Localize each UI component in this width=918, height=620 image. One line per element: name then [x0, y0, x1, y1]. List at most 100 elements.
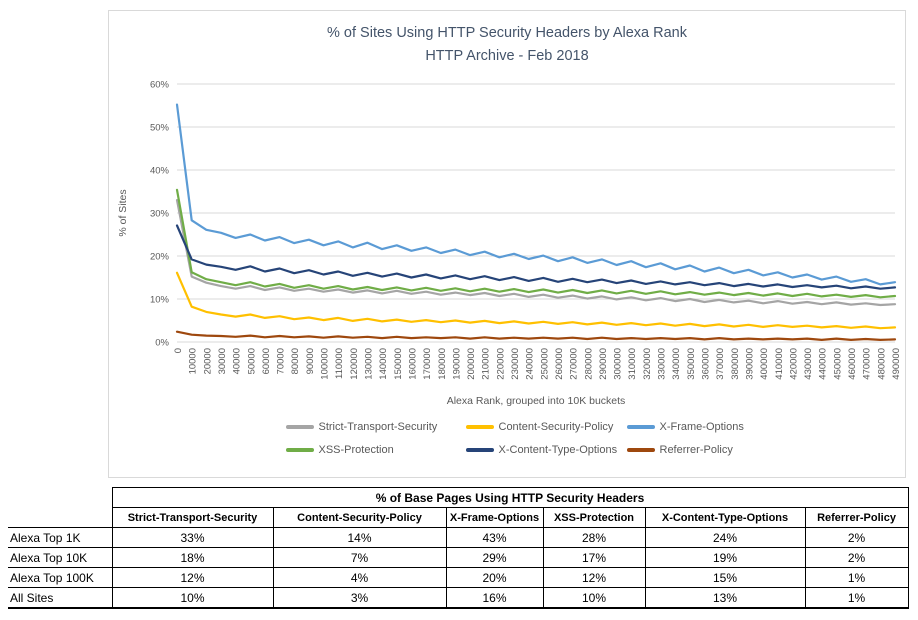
- table-cell: 28%: [542, 527, 646, 548]
- table-cell: 12%: [542, 567, 646, 588]
- x-tick-label: 280000: [583, 348, 594, 380]
- x-tick-label: 250000: [539, 348, 550, 380]
- x-tick-label: 480000: [876, 348, 887, 380]
- table-cell: 20%: [445, 567, 544, 588]
- legend-label: X-Content-Type-Options: [498, 443, 618, 456]
- column-header-1: Strict-Transport-Security: [111, 507, 274, 528]
- chart-title: % of Sites Using HTTP Security Headers b…: [109, 22, 905, 68]
- row-label: Alexa Top 1K: [8, 527, 113, 548]
- row-label: All Sites: [8, 587, 113, 609]
- legend-label: Referrer-Policy: [659, 443, 733, 456]
- table-cell: 24%: [644, 527, 806, 548]
- table-title: % of Base Pages Using HTTP Security Head…: [111, 487, 909, 508]
- row-label: Alexa Top 10K: [8, 547, 113, 568]
- legend-item-x-content-type-options: X-Content-Type-Options: [465, 443, 627, 456]
- plot-area: 0% 10% 20% 30% 40% 50% 60% 0 10000 20000 30000 4000…: [117, 80, 902, 408]
- table-cell: 12%: [111, 567, 274, 588]
- table-cell: 16%: [445, 587, 544, 609]
- y-tick-label: 20%: [150, 252, 170, 263]
- legend-item-referrer-policy: Referrer-Policy: [626, 443, 765, 456]
- legend: Strict-Transport-Security Content-Securit…: [109, 415, 905, 461]
- table-cell: 10%: [542, 587, 646, 609]
- table-cell: 17%: [542, 547, 646, 568]
- x-tick-label: 100000: [320, 348, 331, 380]
- x-tick-label: 240000: [525, 348, 536, 380]
- table-cell: 1%: [804, 587, 909, 609]
- legend-item-content-security-policy: Content-Security-Policy: [465, 420, 627, 433]
- x-tick-label: 230000: [510, 348, 521, 380]
- x-tick-label: 20000: [202, 348, 213, 374]
- x-tick-label: 410000: [774, 348, 785, 380]
- x-tick-label: 200000: [466, 348, 477, 380]
- series-line-xss-protection: [175, 188, 897, 299]
- x-tick-label: 270000: [569, 348, 580, 380]
- series-line-content-security-policy: [175, 271, 897, 330]
- table-cell: 2%: [804, 547, 909, 568]
- table-cell: 14%: [272, 527, 447, 548]
- table-title-row: % of Base Pages Using HTTP Security Head…: [8, 487, 909, 508]
- x-tick-label: 170000: [422, 348, 433, 380]
- x-tick-label: 380000: [730, 348, 741, 380]
- table-cell: 10%: [111, 587, 274, 609]
- y-tick-label: 30%: [150, 209, 170, 220]
- table-corner: [8, 488, 112, 508]
- x-tick-label: 110000: [334, 348, 345, 379]
- x-tick-label: 40000: [232, 348, 243, 374]
- row-label: Alexa Top 100K: [8, 567, 113, 588]
- x-tick-label: 430000: [803, 348, 814, 380]
- x-tick-label: 150000: [393, 348, 404, 380]
- table-cell: 3%: [272, 587, 447, 609]
- x-tick-label: 60000: [261, 348, 272, 374]
- y-tick-label: 10%: [150, 295, 170, 306]
- legend-line-swatch: [285, 424, 314, 429]
- table-corner-2: [8, 508, 112, 528]
- x-tick-label: 330000: [657, 348, 668, 380]
- table-cell: 33%: [111, 527, 274, 548]
- x-tick-label: 300000: [613, 348, 624, 380]
- column-header-6: Referrer-Policy: [804, 507, 909, 528]
- legend-label: Content-Security-Policy: [498, 420, 614, 433]
- legend-line-swatch: [626, 424, 655, 429]
- series-line-x-frame-options: [175, 103, 897, 286]
- x-tick-label: 160000: [407, 348, 418, 380]
- legend-label: X-Frame-Options: [659, 420, 744, 433]
- x-tick-label: 420000: [788, 348, 799, 380]
- y-tick-label: 0%: [155, 338, 169, 349]
- series-line-strict-transport-security: [175, 199, 897, 307]
- table-row: All Sites 10% 3% 16% 10% 13% 1%: [8, 587, 909, 609]
- x-tick-label: 260000: [554, 348, 565, 380]
- column-header-4: XSS-Protection: [542, 507, 646, 528]
- x-tick-label: 190000: [451, 348, 462, 380]
- y-tick-label: 50%: [150, 123, 170, 134]
- x-tick-label: 360000: [701, 348, 712, 380]
- table-cell: 18%: [111, 547, 274, 568]
- x-tick-label: 80000: [290, 348, 301, 374]
- x-tick-label: 470000: [862, 348, 873, 380]
- x-tick-label: 310000: [627, 348, 638, 380]
- legend-line-swatch: [465, 424, 494, 429]
- x-tick-label: 130000: [363, 348, 374, 380]
- x-tick-label: 440000: [818, 348, 829, 380]
- x-tick-label: 460000: [847, 348, 858, 380]
- series-line-referrer-policy: [175, 330, 897, 341]
- x-tick-label: 370000: [715, 348, 726, 380]
- x-tick-label: 0: [173, 348, 184, 353]
- x-tick-label: 180000: [437, 348, 448, 380]
- x-tick-label: 30000: [217, 348, 228, 374]
- column-header-5: X-Content-Type-Options: [644, 507, 806, 528]
- x-tick-label: 490000: [891, 348, 902, 380]
- table-cell: 15%: [644, 567, 806, 588]
- x-tick-label: 290000: [598, 348, 609, 380]
- x-tick-label: 120000: [349, 348, 360, 380]
- x-tick-label: 90000: [305, 348, 316, 374]
- table-cell: 19%: [644, 547, 806, 568]
- y-tick-label: 60%: [150, 80, 170, 91]
- y-tick-label: 40%: [150, 166, 170, 177]
- table-cell: 29%: [445, 547, 544, 568]
- legend-line-swatch: [626, 447, 655, 452]
- x-tick-label: 450000: [832, 348, 843, 380]
- legend-label: Strict-Transport-Security: [318, 420, 438, 433]
- chart: 0% 10% 20% 30% 40% 50% 60% 0 10000 20000 30000 4000…: [108, 10, 906, 478]
- table-cell: 7%: [272, 547, 447, 568]
